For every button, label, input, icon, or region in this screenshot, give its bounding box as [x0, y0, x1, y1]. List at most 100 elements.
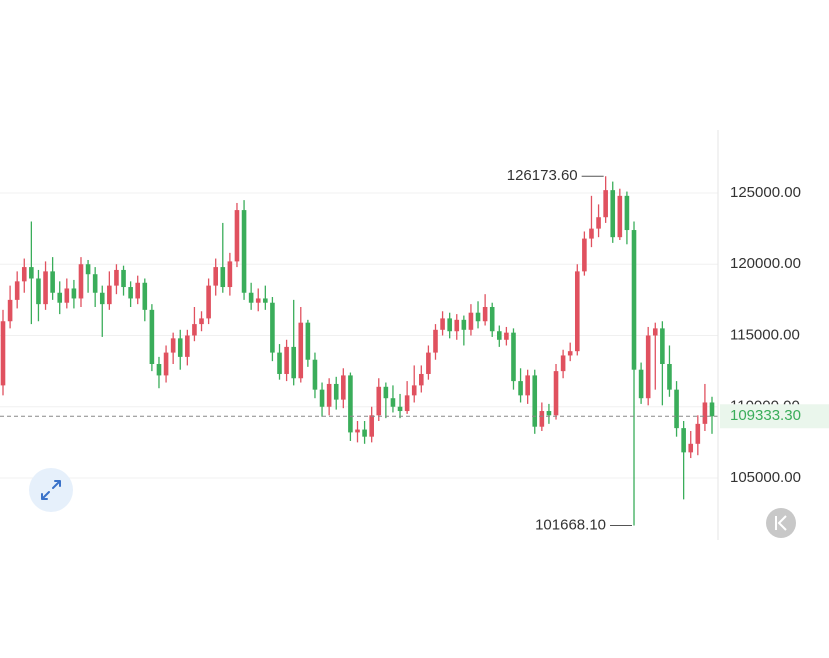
last-price-label: 109333.30 [730, 407, 801, 424]
candle-body [348, 375, 353, 433]
candle-body [64, 288, 70, 303]
candle-body [688, 443, 694, 453]
candle-body [234, 210, 240, 262]
candle-body [702, 402, 708, 424]
candle-body [411, 385, 417, 396]
candle-body [170, 338, 176, 353]
candle-body [404, 395, 410, 412]
candle-body [206, 285, 211, 319]
candle-body [326, 383, 332, 407]
candle-body [78, 264, 84, 299]
candle-body [546, 411, 552, 416]
candle-body [185, 335, 190, 357]
candle-body [652, 328, 658, 336]
candle-body [553, 371, 559, 416]
back-icon [775, 515, 787, 531]
candle-body [660, 328, 665, 365]
back-button[interactable] [766, 508, 796, 538]
candle-body [589, 228, 594, 239]
candle-body [610, 190, 616, 238]
candle-body [497, 331, 502, 340]
last-price-box [720, 404, 829, 429]
candle-body [525, 375, 530, 396]
candle-body [383, 386, 389, 399]
candle-body [121, 269, 126, 288]
candle-body [539, 411, 545, 427]
candle-body [263, 298, 268, 303]
candle-body [312, 359, 318, 390]
candle-body [560, 355, 566, 372]
candle-body [674, 389, 679, 429]
candle-body [667, 364, 672, 390]
candle-body [518, 381, 523, 396]
plot: 105000.00110000.00115000.00120000.001250… [0, 167, 829, 533]
high-label: 126173.60 [507, 167, 578, 184]
candle-body [107, 285, 112, 305]
candle-body [142, 282, 148, 310]
expand-button[interactable] [29, 468, 73, 512]
candle-body [447, 318, 452, 332]
candle-body [199, 318, 204, 325]
candle-body [71, 288, 77, 299]
candle-body [7, 299, 13, 322]
candle-body [57, 292, 63, 303]
candle-body [397, 406, 403, 412]
candle-body [489, 306, 495, 332]
candle-body [681, 428, 686, 453]
candle-body [270, 302, 275, 353]
candle-body [461, 319, 467, 330]
expand-circle [29, 468, 73, 512]
candle-body [341, 375, 346, 400]
candle-body [631, 230, 637, 370]
candle-body [255, 298, 261, 303]
candle-body [291, 346, 296, 379]
candle-body [426, 352, 431, 374]
candle-body [241, 210, 247, 293]
candle-body [227, 261, 233, 288]
candle-body [50, 271, 55, 293]
candle-body [92, 274, 98, 293]
candle-body [128, 287, 133, 299]
candle-body [433, 329, 438, 353]
candle-body [645, 335, 651, 399]
candle-body [163, 352, 169, 376]
candle-body [298, 322, 304, 379]
candle-body [475, 312, 481, 322]
candle-body [454, 319, 460, 332]
back-circle [766, 508, 796, 538]
candle-body [532, 375, 538, 427]
candle-body [390, 398, 396, 407]
candle-body [99, 292, 105, 305]
candle-body [638, 369, 644, 399]
candle-body [305, 322, 311, 360]
low-label: 101668.10 [535, 516, 606, 533]
candle-body [709, 402, 715, 417]
y-tick-label: 115000.00 [730, 326, 800, 343]
candle-body [36, 278, 41, 305]
candle-body [319, 389, 325, 407]
candle-body [333, 383, 339, 400]
candle-body [596, 217, 601, 229]
candle-body [419, 373, 424, 386]
candle-body [277, 352, 282, 374]
expand-icon [41, 480, 61, 500]
candle-body [21, 267, 27, 282]
candle-body [248, 292, 254, 303]
candle-body [0, 321, 6, 386]
candle-body [355, 429, 360, 433]
candle-body [695, 423, 701, 444]
candle-body [177, 338, 183, 357]
candle-body [567, 351, 573, 356]
candle-body [14, 281, 20, 300]
candle-body [376, 386, 382, 416]
candle-body [617, 195, 623, 238]
candle-body [511, 332, 516, 382]
y-tick-label: 105000.00 [730, 469, 801, 486]
candle-body [85, 264, 91, 275]
candle-body [43, 271, 48, 305]
candle-body [284, 346, 289, 374]
candle-body [135, 282, 141, 299]
candle-body [29, 267, 34, 279]
